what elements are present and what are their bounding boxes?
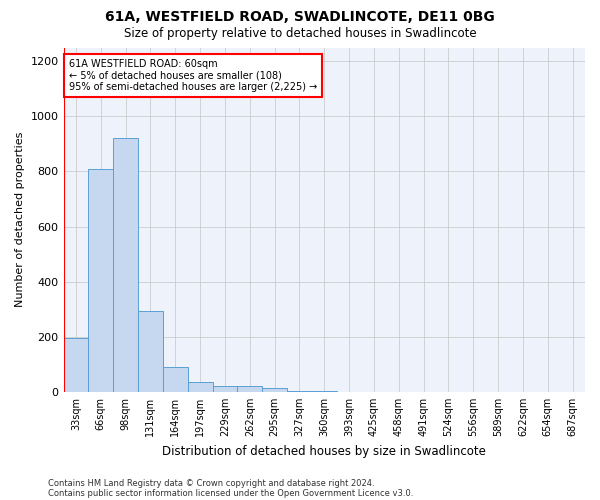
Bar <box>212 386 238 392</box>
Bar <box>113 138 138 392</box>
Bar <box>238 386 262 392</box>
Bar <box>188 382 212 392</box>
Bar <box>88 168 113 392</box>
Text: Size of property relative to detached houses in Swadlincote: Size of property relative to detached ho… <box>124 28 476 40</box>
Bar <box>163 367 188 392</box>
Bar <box>262 388 287 392</box>
Text: 61A WESTFIELD ROAD: 60sqm
← 5% of detached houses are smaller (108)
95% of semi-: 61A WESTFIELD ROAD: 60sqm ← 5% of detach… <box>68 58 317 92</box>
Text: Contains public sector information licensed under the Open Government Licence v3: Contains public sector information licen… <box>48 488 413 498</box>
Bar <box>138 310 163 392</box>
Text: Contains HM Land Registry data © Crown copyright and database right 2024.: Contains HM Land Registry data © Crown c… <box>48 478 374 488</box>
Bar <box>287 390 312 392</box>
Text: 61A, WESTFIELD ROAD, SWADLINCOTE, DE11 0BG: 61A, WESTFIELD ROAD, SWADLINCOTE, DE11 0… <box>105 10 495 24</box>
X-axis label: Distribution of detached houses by size in Swadlincote: Distribution of detached houses by size … <box>163 444 486 458</box>
Y-axis label: Number of detached properties: Number of detached properties <box>15 132 25 308</box>
Bar <box>64 338 88 392</box>
